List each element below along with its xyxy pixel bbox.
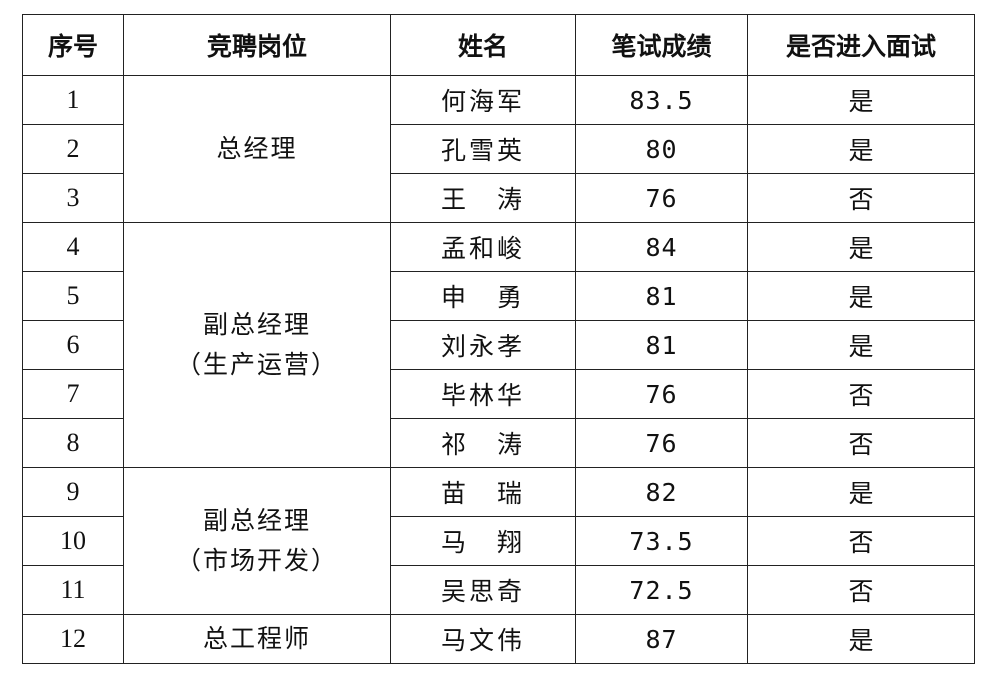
row-interview: 否 [747,418,975,468]
row-no: 8 [22,418,124,468]
row-name: 毕林华 [390,369,576,419]
row-score: 82 [575,467,748,517]
row-name: 孟和峻 [390,222,576,272]
row-interview: 是 [747,124,975,174]
table-row: 10 马 翔 73.5 否 [22,516,975,566]
table-row: 7 毕林华 76 否 [22,369,975,419]
row-score: 72.5 [575,565,748,615]
position-cell: 总经理 [123,75,391,223]
row-name: 何海军 [390,75,576,125]
header-no: 序号 [22,14,124,76]
row-interview: 是 [747,271,975,321]
position-label: 总经理 [216,134,298,163]
header-interview: 是否进入面试 [747,14,975,76]
row-name: 申 勇 [390,271,576,321]
row-interview: 是 [747,75,975,125]
row-interview: 是 [747,467,975,517]
row-name: 祁 涛 [390,418,576,468]
results-table: 序号 竞聘岗位 姓名 笔试成绩 是否进入面试 1 总经理 何海军 83.5 是 … [22,14,975,664]
row-no: 4 [22,222,124,272]
position-cell: 副总经理 （市场开发） [123,467,391,615]
table-row: 9 副总经理 （市场开发） 苗 瑞 82 是 [22,467,975,615]
row-no: 7 [22,369,124,419]
row-name: 马 翔 [390,516,576,566]
row-no: 9 [22,467,124,517]
table-row: 12 总工程师 马文伟 87 是 [22,614,975,664]
header-score: 笔试成绩 [575,14,748,76]
table-row: 11 吴思奇 72.5 否 [22,565,975,615]
table-row: 1 总经理 何海军 83.5 是 [22,75,975,223]
header-position: 竞聘岗位 [123,14,391,76]
row-no: 5 [22,271,124,321]
header-name: 姓名 [390,14,576,76]
table-row: 3 王 涛 76 否 [22,173,975,223]
row-no: 1 [22,75,124,125]
row-score: 76 [575,369,748,419]
header-row: 序号 竞聘岗位 姓名 笔试成绩 是否进入面试 [22,14,975,76]
row-score: 81 [575,271,748,321]
row-score: 81 [575,320,748,370]
row-score: 87 [575,614,748,664]
row-interview: 是 [747,614,975,664]
row-interview: 否 [747,173,975,223]
row-interview: 否 [747,565,975,615]
row-no: 2 [22,124,124,174]
position-label: 总工程师 [202,624,311,653]
table-row: 2 孔雪英 80 是 [22,124,975,174]
row-score: 84 [575,222,748,272]
position-label: 副总经理 [202,310,311,339]
row-score: 83.5 [575,75,748,125]
row-score: 80 [575,124,748,174]
row-no: 3 [22,173,124,223]
position-sublabel: （生产运营） [175,350,338,379]
position-sublabel: （市场开发） [175,546,338,575]
row-name: 刘永孝 [390,320,576,370]
row-interview: 是 [747,222,975,272]
row-no: 11 [22,565,124,615]
row-score: 76 [575,173,748,223]
position-cell: 副总经理 （生产运营） [123,222,391,468]
position-label: 副总经理 [202,506,311,535]
row-name: 苗 瑞 [390,467,576,517]
row-name: 孔雪英 [390,124,576,174]
row-interview: 是 [747,320,975,370]
row-name: 马文伟 [390,614,576,664]
position-cell: 总工程师 [123,614,391,664]
table-row: 6 刘永孝 81 是 [22,320,975,370]
row-no: 10 [22,516,124,566]
row-interview: 否 [747,369,975,419]
row-name: 王 涛 [390,173,576,223]
row-interview: 否 [747,516,975,566]
row-no: 6 [22,320,124,370]
row-name: 吴思奇 [390,565,576,615]
row-no: 12 [22,614,124,664]
row-score: 76 [575,418,748,468]
row-score: 73.5 [575,516,748,566]
table-row: 4 副总经理 （生产运营） 孟和峻 84 是 [22,222,975,468]
